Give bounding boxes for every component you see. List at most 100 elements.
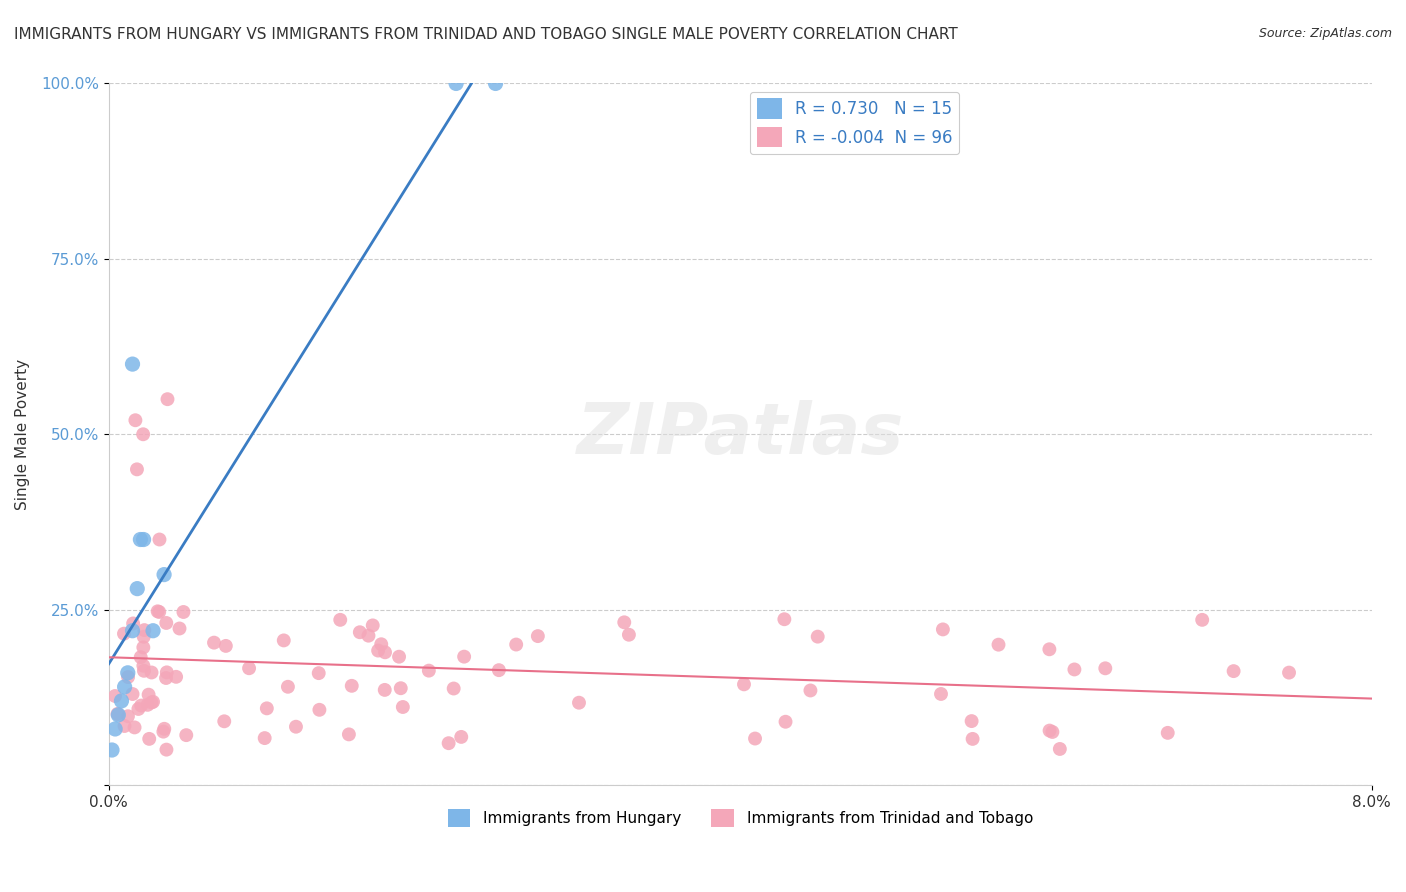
Point <box>101 743 124 757</box>
Point <box>374 645 396 659</box>
Point <box>1039 723 1062 738</box>
Point <box>807 630 830 644</box>
Point <box>148 533 170 547</box>
Point <box>960 714 983 728</box>
Point <box>125 462 148 476</box>
Point <box>238 661 260 675</box>
Point <box>370 637 392 651</box>
Point <box>136 698 159 712</box>
Point <box>374 682 396 697</box>
Point <box>367 643 389 657</box>
Point <box>1222 664 1244 678</box>
Point <box>1063 663 1085 677</box>
Point <box>127 582 149 596</box>
Legend: Immigrants from Hungary, Immigrants from Trinidad and Tobago: Immigrants from Hungary, Immigrants from… <box>441 803 1039 834</box>
Point <box>129 533 152 547</box>
Point <box>388 649 411 664</box>
Point <box>329 613 352 627</box>
Point <box>361 618 384 632</box>
Point <box>156 665 179 680</box>
Text: IMMIGRANTS FROM HUNGARY VS IMMIGRANTS FROM TRINIDAD AND TOBAGO SINGLE MALE POVER: IMMIGRANTS FROM HUNGARY VS IMMIGRANTS FR… <box>14 27 957 42</box>
Point <box>132 427 155 442</box>
Point <box>121 687 143 701</box>
Point <box>104 722 127 736</box>
Point <box>156 392 179 407</box>
Point <box>129 650 152 665</box>
Point <box>308 703 330 717</box>
Point <box>174 728 197 742</box>
Point <box>308 666 330 681</box>
Point <box>124 413 146 427</box>
Point <box>127 702 149 716</box>
Point <box>799 683 821 698</box>
Point <box>132 640 155 655</box>
Point <box>117 665 139 680</box>
Point <box>153 722 176 736</box>
Point <box>132 533 155 547</box>
Point <box>450 730 472 744</box>
Point <box>124 720 146 734</box>
Point <box>1049 742 1071 756</box>
Point <box>121 357 143 371</box>
Point <box>484 77 506 91</box>
Point <box>277 680 299 694</box>
Point <box>146 604 169 618</box>
Point <box>142 624 165 638</box>
Y-axis label: Single Male Poverty: Single Male Poverty <box>15 359 30 510</box>
Point <box>443 681 465 696</box>
Point <box>110 694 132 708</box>
Point <box>1278 665 1301 680</box>
Point <box>104 689 127 703</box>
Point <box>141 665 163 680</box>
Point <box>932 623 955 637</box>
Point <box>505 638 527 652</box>
Point <box>202 635 225 649</box>
Point <box>214 714 236 729</box>
Point <box>253 731 276 745</box>
Point <box>357 629 380 643</box>
Point <box>437 736 460 750</box>
Point <box>987 638 1010 652</box>
Point <box>1094 661 1116 675</box>
Point <box>775 714 797 729</box>
Point <box>568 696 591 710</box>
Point <box>142 695 165 709</box>
Point <box>132 630 155 644</box>
Point <box>129 698 152 713</box>
Point <box>773 612 796 626</box>
Point <box>165 670 187 684</box>
Point <box>488 663 510 677</box>
Point <box>340 679 363 693</box>
Point <box>285 720 308 734</box>
Point <box>134 623 156 637</box>
Point <box>273 633 295 648</box>
Text: ZIPatlas: ZIPatlas <box>576 400 904 469</box>
Point <box>215 639 238 653</box>
Point <box>107 707 129 722</box>
Point <box>527 629 550 643</box>
Point <box>141 696 163 710</box>
Point <box>169 622 191 636</box>
Point <box>138 688 160 702</box>
Point <box>1191 613 1213 627</box>
Point <box>418 664 440 678</box>
Point <box>114 719 136 733</box>
Point <box>114 680 136 694</box>
Point <box>962 731 984 746</box>
Point <box>349 625 371 640</box>
Point <box>138 731 160 746</box>
Point <box>148 605 170 619</box>
Point <box>617 628 640 642</box>
Text: Source: ZipAtlas.com: Source: ZipAtlas.com <box>1258 27 1392 40</box>
Point <box>122 616 145 631</box>
Point <box>112 626 135 640</box>
Point <box>172 605 194 619</box>
Point <box>733 677 755 691</box>
Point <box>121 624 143 638</box>
Point <box>929 687 952 701</box>
Point <box>256 701 278 715</box>
Point <box>117 670 139 684</box>
Point <box>1038 642 1060 657</box>
Point <box>155 742 177 756</box>
Point <box>132 664 155 678</box>
